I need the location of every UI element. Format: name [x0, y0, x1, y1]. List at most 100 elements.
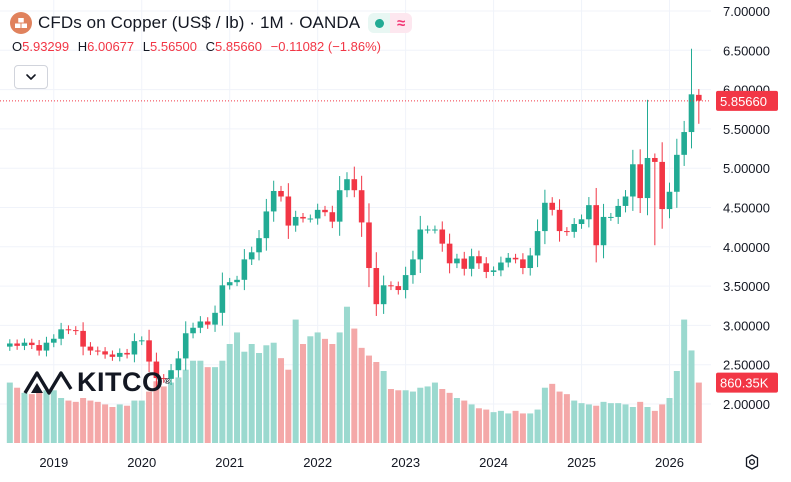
candle	[380, 275, 387, 314]
candle-body	[586, 205, 592, 220]
collapse-legend-button[interactable]	[14, 65, 48, 89]
candle-body	[307, 218, 314, 220]
ohlc-low-key: L	[142, 39, 150, 54]
candle-body	[322, 209, 328, 213]
volume-bar	[483, 409, 490, 443]
candle-body	[388, 285, 394, 287]
volume-bar	[453, 398, 460, 443]
candle-body	[175, 358, 182, 371]
candle-body	[21, 342, 28, 346]
candle-body	[505, 257, 512, 263]
candle-body	[461, 258, 468, 269]
candle	[652, 153, 658, 246]
candle-body	[608, 216, 614, 218]
kitco-logo: KITCO®	[23, 368, 171, 396]
candle	[388, 281, 394, 291]
candle	[344, 172, 350, 198]
volume-bar	[175, 377, 182, 443]
y-tick-label: 4.00000	[723, 240, 770, 255]
candle	[72, 326, 79, 335]
ohlc-high-key: H	[77, 39, 88, 54]
candle	[329, 205, 336, 229]
volume-bar	[182, 369, 189, 443]
volume-bar	[292, 319, 299, 443]
candle-body	[630, 164, 636, 197]
candle	[43, 336, 50, 357]
candle-body	[197, 321, 204, 328]
candle-body	[542, 202, 548, 232]
volume-bar	[278, 358, 285, 443]
volume-bar	[204, 367, 211, 443]
y-tick-label: 2.50000	[723, 358, 770, 373]
candle-body	[160, 378, 167, 380]
candle-body	[314, 209, 321, 219]
candle	[256, 230, 262, 261]
candle	[432, 225, 438, 234]
ohlc-open-value: 5.93299	[22, 39, 70, 54]
candle-body	[681, 132, 687, 155]
candle	[512, 253, 519, 264]
volume-bar	[556, 391, 563, 443]
candle-body	[109, 354, 116, 357]
candle	[483, 257, 490, 279]
volume-bar	[138, 400, 145, 443]
settings-button[interactable]	[741, 451, 763, 473]
candle	[300, 212, 306, 223]
candle	[263, 198, 270, 251]
candle	[600, 203, 607, 259]
y-tick-label: 5.00000	[723, 161, 770, 176]
volume-bar	[541, 387, 548, 443]
candle	[571, 218, 578, 238]
candle	[109, 350, 116, 361]
candle-body	[520, 259, 526, 269]
x-tick-label: 2025	[567, 455, 596, 470]
x-tick-label: 2021	[215, 455, 244, 470]
volume-bar	[585, 404, 592, 443]
volume-bar	[395, 390, 402, 443]
y-tick-label: 7.00000	[723, 4, 770, 19]
candle-body	[644, 157, 651, 199]
candle	[14, 339, 20, 350]
candle-body	[336, 190, 343, 222]
volume-bar	[666, 398, 673, 443]
candle	[373, 252, 380, 316]
candle-body	[212, 312, 218, 325]
y-tick-label: 4.50000	[723, 201, 770, 216]
candle	[124, 348, 130, 359]
candle-body	[124, 352, 130, 355]
candle-body	[571, 224, 578, 232]
candle	[586, 197, 592, 228]
candle	[80, 322, 86, 356]
market-open-dot-icon	[368, 13, 391, 33]
candle-body	[498, 262, 504, 271]
candle-body	[43, 342, 50, 351]
candle	[424, 225, 431, 234]
volume-bar	[321, 338, 328, 443]
volume-bar	[58, 398, 65, 443]
volume-bar	[446, 392, 453, 443]
candle-body	[168, 370, 174, 379]
candle	[168, 364, 174, 386]
candle-body	[534, 231, 541, 256]
candle	[476, 250, 482, 269]
candle	[94, 346, 101, 356]
volume-bar	[651, 410, 658, 443]
volume-bar	[234, 332, 241, 443]
candle	[681, 120, 687, 166]
volume-bar	[629, 407, 636, 443]
volume-bar	[329, 344, 336, 443]
ohlc-close-value: 5.85660	[215, 39, 263, 54]
status-pill[interactable]: ≈	[368, 13, 413, 33]
candle-body	[36, 345, 42, 351]
candle-body	[593, 205, 599, 246]
volume-bar	[365, 355, 372, 443]
candle	[402, 266, 409, 299]
candle	[395, 281, 402, 295]
volume-bar	[197, 360, 204, 443]
volume-bar	[644, 407, 651, 443]
candle-body	[527, 255, 534, 269]
candle-body	[65, 329, 72, 331]
volume-bar	[607, 403, 614, 443]
